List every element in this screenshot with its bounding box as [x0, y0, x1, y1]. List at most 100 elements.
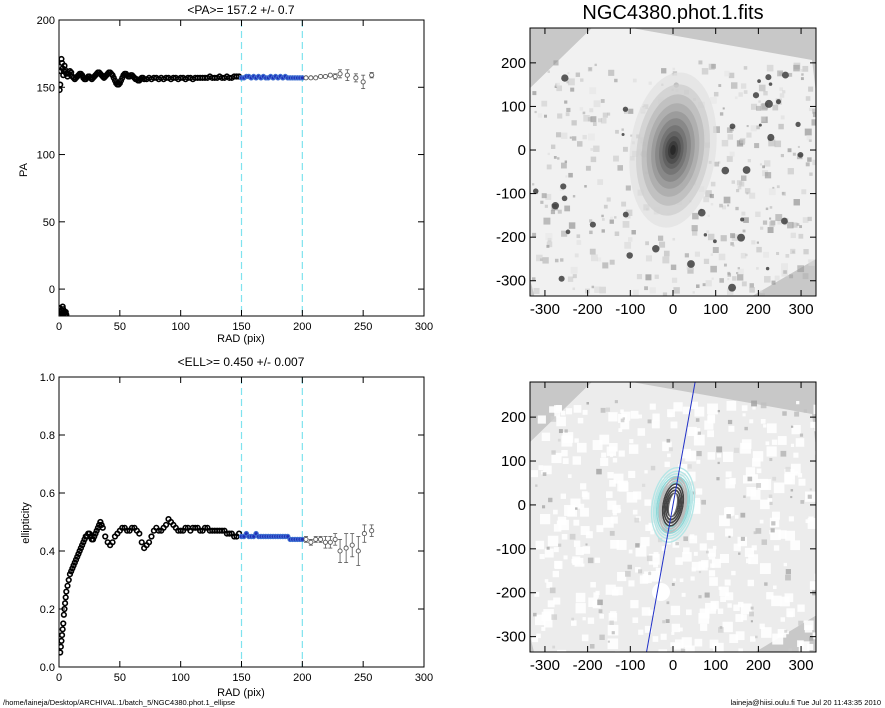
masked-pixel	[690, 503, 701, 514]
noise-pixel	[609, 259, 615, 265]
masked-pixel	[814, 427, 816, 432]
noise-pixel	[730, 242, 734, 246]
pa-y-tick-label: 200	[37, 15, 55, 27]
noise-pixel	[746, 192, 749, 195]
masked-pixel	[547, 535, 559, 547]
ell-data-point	[109, 539, 116, 546]
masked-pixel	[722, 621, 733, 633]
residual-pixel	[558, 429, 563, 434]
noise-pixel	[771, 280, 776, 285]
masked-pixel	[814, 573, 816, 581]
residual-pixel	[622, 417, 626, 420]
masked-pixel	[707, 415, 716, 424]
noise-pixel	[727, 134, 734, 140]
isophote-panel-frame	[529, 381, 817, 653]
residual-pixel	[671, 583, 675, 586]
masked-pixel	[794, 471, 798, 476]
noise-pixel	[560, 258, 564, 262]
noise-pixel	[735, 206, 739, 211]
masked-pixel	[607, 472, 614, 479]
residual-pixel	[698, 570, 702, 574]
masked-pixel	[750, 636, 756, 642]
foreground-star	[795, 121, 801, 128]
masked-pixel	[681, 637, 692, 648]
pa-chart-title: <PA>= 157.2 +/- 0.7	[187, 3, 295, 17]
masked-pixel	[554, 561, 563, 570]
noise-pixel	[561, 230, 568, 237]
ell-data-point	[64, 582, 71, 589]
residual-pixel	[743, 495, 746, 498]
residual-pixel	[744, 426, 748, 431]
ell-outer-point	[337, 548, 343, 554]
masked-pixel	[788, 516, 794, 522]
masked-pixel	[773, 482, 785, 494]
residual-pixel	[542, 472, 547, 476]
noise-pixel	[658, 241, 666, 248]
masked-pixel	[557, 649, 567, 652]
image-x-tick-label: -100	[615, 657, 645, 674]
masked-pixel	[716, 453, 722, 458]
residual-pixel	[668, 447, 673, 452]
masked-pixel	[796, 400, 800, 405]
ell-x-tick-label: 100	[171, 672, 189, 684]
noise-pixel	[575, 72, 581, 77]
residual-pixel	[641, 483, 646, 487]
residual-pixel	[726, 514, 731, 519]
masked-pixel	[743, 475, 752, 484]
masked-pixel	[609, 479, 616, 487]
masked-pixel	[635, 545, 647, 557]
pa-data-point	[59, 81, 64, 88]
noise-pixel	[737, 267, 740, 270]
masked-pixel	[790, 540, 801, 551]
noise-pixel	[727, 278, 730, 281]
masked-pixel	[722, 451, 734, 463]
residual-pixel	[780, 450, 787, 457]
image-x-tick-label: 300	[789, 301, 814, 318]
pa-x-tick-label: 300	[415, 321, 433, 333]
masked-pixel	[536, 633, 541, 639]
masked-pixel	[629, 439, 634, 444]
ell-data-point	[119, 524, 126, 531]
noise-pixel	[603, 204, 608, 209]
noise-pixel	[557, 157, 560, 160]
ell-data-point	[148, 533, 155, 540]
masked-pixel	[670, 421, 678, 429]
noise-pixel	[691, 225, 698, 232]
ell-outer-point	[327, 539, 333, 545]
masked-pixel	[724, 579, 731, 586]
noise-pixel	[808, 86, 814, 92]
residual-pixel	[546, 546, 550, 550]
masked-pixel	[735, 614, 744, 622]
isophote-panel-masked-pixels	[530, 400, 816, 652]
masked-pixel	[581, 491, 588, 497]
residual-pixel	[747, 476, 753, 482]
masked-pixel	[718, 515, 730, 527]
noise-pixel	[601, 214, 604, 218]
noise-pixel	[564, 205, 571, 212]
noise-pixel	[673, 287, 680, 294]
noise-pixel	[763, 251, 769, 258]
noise-pixel	[550, 144, 556, 149]
masked-pixel	[772, 633, 784, 645]
noise-pixel	[769, 221, 775, 227]
masked-pixel	[696, 459, 701, 464]
masked-pixel	[670, 642, 675, 647]
masked-pixel	[652, 636, 659, 642]
noise-pixel	[649, 287, 656, 294]
image-x-tick-label: 0	[669, 657, 677, 674]
noise-pixel	[804, 128, 812, 136]
pa-x-tick-label: 150	[232, 321, 250, 333]
noise-pixel	[631, 230, 636, 235]
image-y-tick-label: 100	[501, 98, 526, 115]
masked-pixel	[537, 415, 546, 424]
noise-pixel	[779, 93, 785, 98]
masked-pixel	[587, 617, 595, 624]
noise-pixel	[774, 275, 780, 281]
noise-pixel	[762, 220, 768, 225]
noise-pixel	[776, 251, 780, 256]
residual-pixel	[764, 582, 768, 586]
masked-pixel	[610, 539, 619, 549]
masked-pixel	[534, 592, 540, 597]
masked-pixel	[717, 608, 724, 614]
noise-pixel	[608, 69, 615, 76]
